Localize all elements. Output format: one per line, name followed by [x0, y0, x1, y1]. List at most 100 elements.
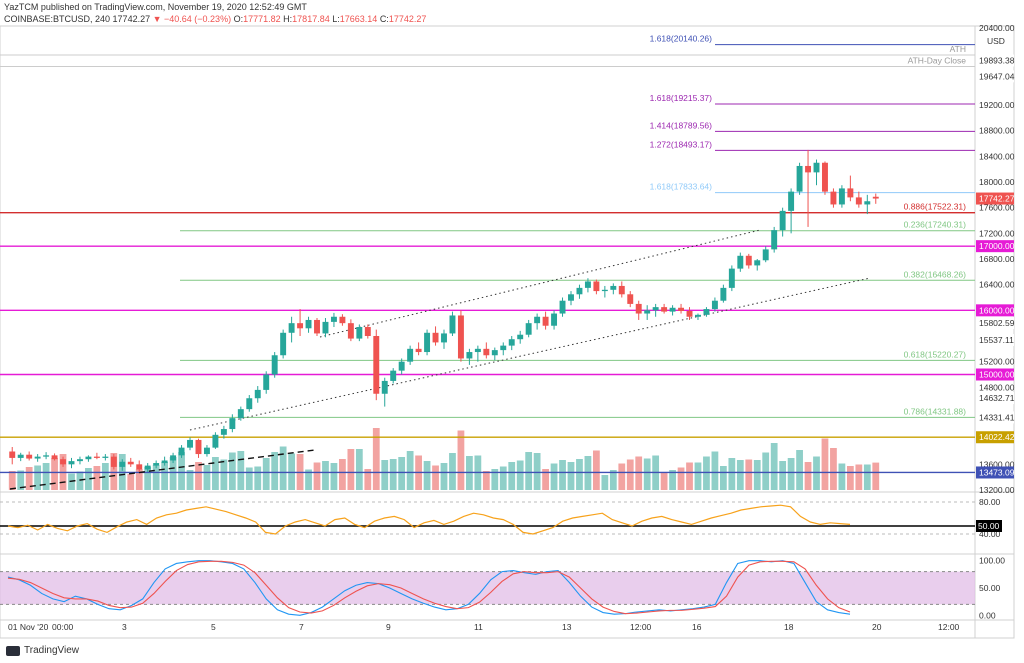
candle-body: [711, 300, 718, 310]
volume-bar: [220, 459, 228, 490]
volume-bar: [186, 470, 194, 490]
candle-body: [119, 461, 126, 467]
candle-body: [838, 188, 845, 205]
fib-level-label: 0.618(15220.27): [904, 349, 967, 359]
volume-bar: [719, 466, 727, 490]
low-value: 17663.14: [339, 14, 378, 24]
volume-bar: [330, 463, 338, 490]
ohlc-line: COINBASE:BTCUSD, 240 17742.27 ▼ −40.64 (…: [4, 14, 426, 24]
time-tick-label: 00:00: [52, 622, 74, 632]
volume-bar: [161, 462, 169, 490]
symbol-label[interactable]: COINBASE:BTCUSD, 240: [4, 14, 111, 24]
price-tick-label: 19200.00: [979, 100, 1015, 110]
candle-body: [728, 268, 735, 288]
price-tick-label: 17200.00: [979, 228, 1015, 238]
volume-bar: [550, 463, 558, 490]
candle-body: [788, 191, 795, 211]
price-tick-label: 17600.00: [979, 203, 1015, 213]
candle-body: [855, 197, 862, 205]
price-tick-label: 14800.00: [979, 382, 1015, 392]
volume-bar: [288, 453, 295, 490]
candle-body: [381, 380, 388, 394]
candle-body: [441, 333, 447, 343]
rsi-tick-label: 80.00: [979, 497, 1001, 507]
volume-bar: [711, 451, 719, 490]
candle-body: [93, 456, 100, 458]
time-tick-label: 9: [386, 622, 391, 632]
candle-body: [161, 460, 168, 464]
time-tick-label: 5: [211, 622, 216, 632]
stoch-tick-label: 100.00: [979, 556, 1005, 566]
volume-bar: [42, 463, 50, 490]
volume-bar: [355, 449, 363, 490]
volume-bar: [618, 463, 626, 490]
volume-bar: [339, 459, 346, 490]
candle-body: [220, 429, 227, 435]
channel-upper-line: [319, 229, 761, 338]
candle-body: [771, 230, 778, 250]
price-badge: 14331.41: [979, 412, 1015, 422]
volume-bar: [110, 453, 118, 490]
time-tick-label: 12:00: [630, 622, 652, 632]
volume-bar: [101, 463, 109, 490]
tradingview-logo[interactable]: TradingView: [6, 645, 79, 656]
candle-body: [330, 316, 337, 322]
fib-level-label: 1.272(18493.17): [650, 139, 713, 149]
fib-level-label: 1.618(17833.64): [650, 182, 713, 192]
volume-bar: [152, 465, 160, 490]
candle-body: [263, 374, 270, 390]
candle-body: [703, 309, 710, 315]
volume-bar: [609, 470, 617, 490]
candle-body: [584, 281, 591, 288]
volume-bar: [525, 452, 533, 490]
candle-body: [745, 255, 752, 266]
candle-body: [212, 434, 219, 448]
candle-body: [76, 459, 83, 462]
price-badge: 17742.27: [979, 194, 1015, 204]
candle-body: [34, 456, 41, 459]
price-badge: 15000.00: [979, 370, 1015, 380]
open-label: O:: [233, 14, 244, 24]
high-value: 17817.84: [292, 14, 330, 24]
candle-body: [847, 188, 854, 198]
volume-bar: [195, 462, 202, 490]
close-value: 17742.27: [388, 14, 427, 24]
volume-bar: [389, 459, 397, 490]
volume-bar: [135, 469, 143, 490]
volume-bar: [736, 460, 744, 490]
candle-body: [568, 294, 574, 301]
price-tick-label: 16400.00: [979, 280, 1015, 290]
candle-body: [305, 319, 312, 329]
candle-body: [102, 456, 109, 458]
candle-body: [483, 348, 490, 356]
candle-body: [601, 289, 608, 292]
rsi-tick-label: 40.00: [979, 529, 1001, 539]
volume-bar: [626, 459, 634, 490]
candle-body: [457, 315, 464, 359]
volume-bar: [499, 466, 507, 490]
tradingview-logo-icon: [6, 645, 20, 656]
candle-body: [322, 321, 329, 334]
candle-body: [9, 451, 16, 458]
candle-body: [500, 345, 507, 351]
time-tick-label: 20: [872, 622, 882, 632]
tradingview-brand: TradingView: [24, 645, 80, 656]
volume-bar: [660, 472, 668, 490]
fib-level-label: 0.886(17522.31): [904, 202, 967, 212]
volume-bar: [728, 458, 736, 490]
price-tick-label: 18400.00: [979, 151, 1015, 161]
time-tick-label: 3: [122, 622, 127, 632]
volume-bar: [813, 456, 820, 490]
candle-body: [864, 201, 871, 205]
volume-bar: [779, 461, 787, 490]
channel-lower-line: [189, 277, 871, 431]
candle-body: [85, 456, 92, 460]
volume-bar: [440, 463, 448, 490]
candle-body: [203, 447, 210, 455]
volume-bar: [8, 471, 16, 490]
time-tick-label: 11: [474, 622, 483, 632]
volume-bar: [516, 460, 524, 490]
candle-body: [872, 196, 879, 199]
candle-body: [178, 447, 185, 456]
